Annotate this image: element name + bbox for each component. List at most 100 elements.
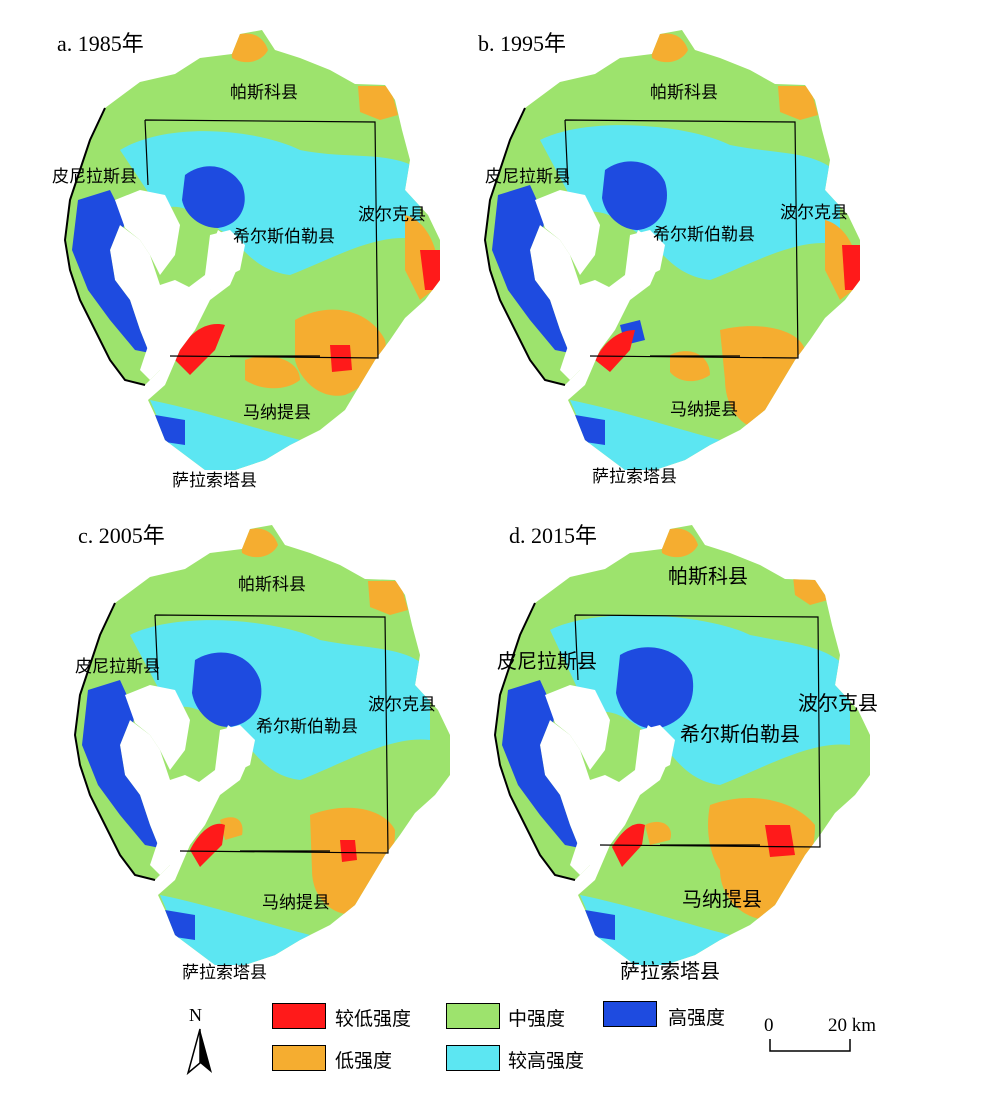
panel-a-sarasota: 萨拉索塔县	[172, 471, 257, 491]
coastline	[63, 107, 146, 386]
panel-b-map	[483, 30, 860, 470]
zone-orange-small	[670, 351, 710, 382]
tampa-bay	[150, 725, 255, 875]
zone-light-blue-south	[570, 400, 720, 470]
zone-red-east	[842, 245, 860, 290]
panel-d-manatee: 马纳提县	[682, 887, 762, 911]
north-label: N	[189, 1005, 202, 1025]
zone-red-spot	[340, 840, 357, 862]
panel-b-title: b. 1995年	[478, 31, 567, 56]
zone-red-coast	[175, 324, 225, 375]
panel-b-sarasota: 萨拉索塔县	[592, 467, 677, 487]
zone-light-blue-south	[580, 895, 730, 965]
panel-d-title: d. 2015年	[509, 523, 598, 548]
coastline	[73, 602, 156, 881]
zone-orange-coast	[220, 817, 243, 840]
north-arrow-icon	[186, 1028, 212, 1076]
panel-b-polk: 波尔克县	[780, 203, 848, 223]
panel-d-pinellas: 皮尼拉斯县	[497, 649, 597, 673]
county-lines	[154, 614, 389, 854]
north-arrow: N	[180, 1005, 220, 1076]
zone-orange-ne	[368, 581, 408, 615]
zone-red-east	[420, 250, 440, 290]
panel-c-polk: 波尔克县	[368, 695, 436, 715]
panel-c-pinellas: 皮尼拉斯县	[75, 657, 160, 677]
coastline	[483, 107, 566, 386]
legend-swatch-high	[603, 1001, 657, 1027]
zone-orange-coast	[645, 821, 671, 845]
panel-b-pinellas: 皮尼拉斯县	[485, 167, 570, 187]
legend-label-lower: 较低强度	[335, 1008, 412, 1030]
bay-water	[545, 685, 610, 770]
scale-bar: 0 20 km	[760, 1015, 900, 1060]
county-lines	[144, 119, 379, 359]
zone-red-coast	[595, 330, 635, 372]
legend-swatch-medium	[446, 1003, 500, 1029]
panel-a-map	[63, 30, 440, 470]
tampa-bay	[570, 725, 675, 875]
panel-c-sarasota: 萨拉索塔县	[182, 963, 267, 983]
zone-light-blue-south	[150, 400, 300, 470]
scale-zero: 0	[764, 1015, 774, 1036]
zone-orange-north	[240, 528, 278, 558]
zone-blue-sarasota	[165, 910, 195, 940]
panel-d-sarasota: 萨拉索塔县	[620, 959, 720, 983]
legend-label-low: 低强度	[335, 1050, 393, 1072]
zone-orange-ne	[778, 86, 818, 120]
legend-label-high: 高强度	[668, 1007, 726, 1029]
legend-label-medium: 中强度	[508, 1008, 566, 1030]
panel-b-manatee: 马纳提县	[670, 400, 738, 420]
zone-light-blue	[120, 131, 420, 275]
zone-orange-mid	[720, 326, 805, 430]
panel-a-pinellas: 皮尼拉斯县	[52, 167, 137, 187]
zone-blue-hills	[602, 161, 667, 230]
panel-c-manatee: 马纳提县	[262, 893, 330, 913]
panel-d-polk: 波尔克县	[798, 691, 878, 715]
legend-swatch-lower	[272, 1003, 326, 1029]
panel-b-pasco: 帕斯科县	[650, 83, 718, 103]
bay-water	[115, 190, 180, 275]
coastline	[493, 602, 576, 881]
zone-light-blue-south	[160, 895, 310, 965]
zone-orange-north	[230, 33, 268, 63]
panel-a-pasco: 帕斯科县	[230, 83, 298, 103]
scale-distance: 20 km	[828, 1015, 877, 1036]
panel-c-title: c. 2005年	[78, 523, 165, 548]
zone-light-blue	[540, 125, 840, 280]
zone-blue-sarasota	[585, 910, 615, 940]
tampa-bay	[140, 230, 245, 380]
zone-blue-hills	[192, 652, 262, 727]
panel-a-hillsborough: 希尔斯伯勒县	[233, 227, 335, 247]
zone-blue-hills	[616, 647, 694, 729]
panel-a-polk: 波尔克县	[358, 205, 426, 225]
panel-b-hillsborough: 希尔斯伯勒县	[653, 225, 755, 245]
panel-c-map	[73, 525, 450, 965]
panel-c-hillsborough: 希尔斯伯勒县	[256, 717, 358, 737]
zone-orange-south	[245, 356, 300, 389]
panel-c-pasco: 帕斯科县	[238, 575, 306, 595]
bay-water	[535, 190, 600, 275]
panel-a-manatee: 马纳提县	[243, 403, 311, 423]
panel-d-hillsborough: 希尔斯伯勒县	[680, 722, 800, 746]
zone-orange-north	[650, 33, 688, 63]
panel-d-pasco: 帕斯科县	[668, 564, 748, 588]
tampa-bay	[560, 230, 665, 380]
zone-blue-sarasota	[155, 415, 185, 445]
legend-swatch-low	[272, 1045, 326, 1071]
legend-label-higher: 较高强度	[508, 1050, 585, 1072]
zone-orange-north	[660, 528, 698, 558]
legend-swatch-higher	[446, 1045, 500, 1071]
panel-d-map	[493, 525, 870, 965]
zone-orange-ne	[358, 86, 398, 120]
bay-water	[125, 685, 190, 770]
panel-a-title: a. 1985年	[57, 31, 144, 56]
county-lines	[574, 614, 821, 848]
zone-red-spot	[330, 345, 352, 372]
scale-line	[769, 1039, 851, 1052]
county-lines	[564, 119, 799, 359]
zone-blue-sarasota	[575, 415, 605, 445]
zone-red-coast	[190, 823, 225, 867]
zone-blue-hills	[182, 166, 245, 228]
zone-red-spot	[765, 825, 795, 857]
